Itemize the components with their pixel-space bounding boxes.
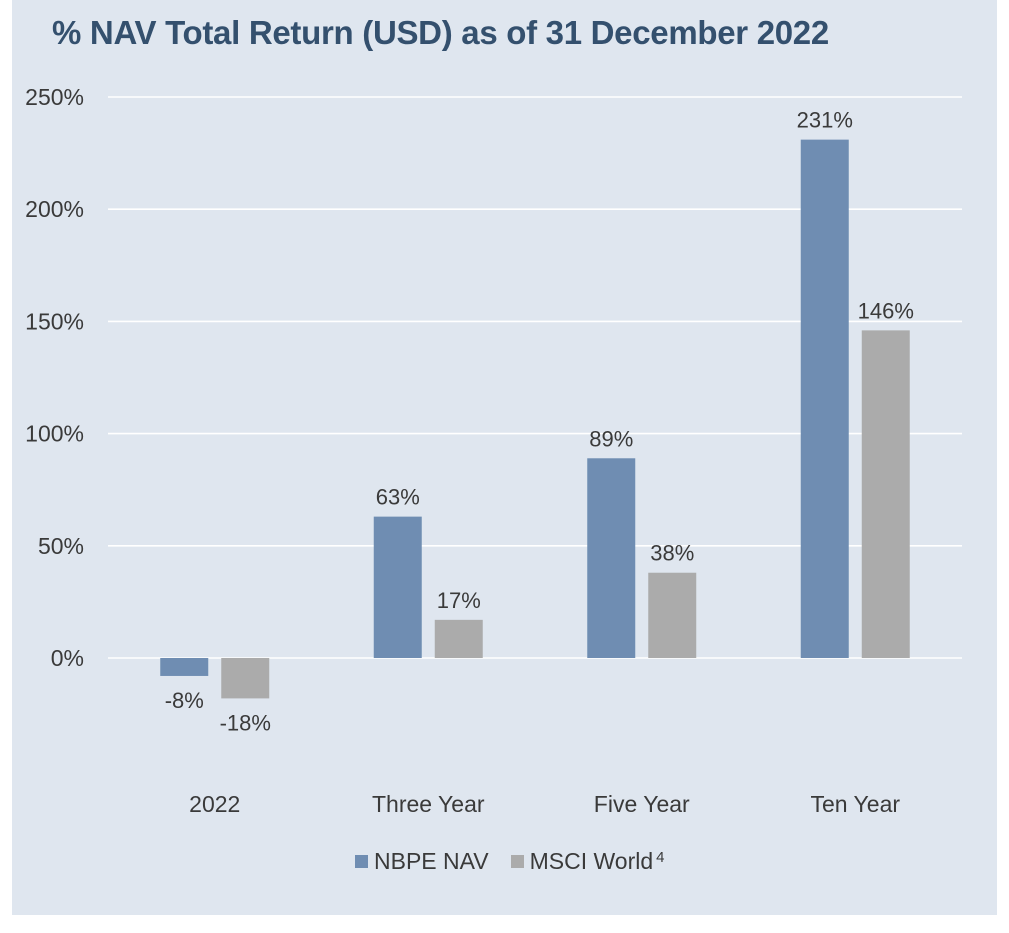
bar-nbpe <box>160 658 209 676</box>
legend-footnote-msci: 4 <box>656 848 665 866</box>
data-label: -8% <box>165 688 204 713</box>
bar-msci <box>221 658 270 699</box>
bar-nbpe <box>373 516 422 658</box>
data-label: 17% <box>437 588 481 613</box>
bar-nbpe <box>587 458 636 658</box>
legend-swatch-msci <box>510 854 524 868</box>
legend-item-nbpe: NBPE NAV <box>355 848 489 875</box>
category-label: Three Year <box>372 791 485 817</box>
y-tick-label: 50% <box>38 533 84 559</box>
category-labels: 2022 Three Year Five Year Ten Year <box>189 791 900 817</box>
legend-item-msci: MSCI World 4 <box>510 847 665 875</box>
bar-nbpe <box>800 139 849 659</box>
bar-msci <box>648 572 697 658</box>
bar-msci <box>861 330 910 658</box>
data-label: 231% <box>797 108 853 133</box>
y-tick-label: 0% <box>51 645 84 671</box>
data-labels: -8% -18% 63% 17% 89% 38% 231% 146% <box>165 108 914 736</box>
legend-label-msci: MSCI World <box>529 847 654 874</box>
data-label: 38% <box>650 541 694 566</box>
legend-label-nbpe: NBPE NAV <box>374 847 489 874</box>
bar-msci <box>434 619 483 658</box>
data-label: 89% <box>589 426 633 451</box>
y-axis-ticks: 0% 50% 100% 150% 200% 250% <box>25 84 84 671</box>
data-label: -18% <box>220 710 271 735</box>
data-label: 146% <box>858 298 914 323</box>
category-label: Five Year <box>594 791 690 817</box>
chart-title: % NAV Total Return (USD) as of 31 Decemb… <box>52 14 829 51</box>
legend: NBPE NAV MSCI World 4 <box>355 846 665 876</box>
legend-swatch-nbpe <box>355 854 368 868</box>
y-tick-label: 250% <box>25 84 84 110</box>
data-label: 63% <box>376 485 420 510</box>
category-label: 2022 <box>189 791 240 817</box>
y-tick-label: 100% <box>25 421 84 447</box>
y-tick-label: 200% <box>25 196 84 222</box>
y-tick-label: 150% <box>25 308 84 334</box>
category-label: Ten Year <box>810 791 900 817</box>
bars <box>160 139 910 699</box>
